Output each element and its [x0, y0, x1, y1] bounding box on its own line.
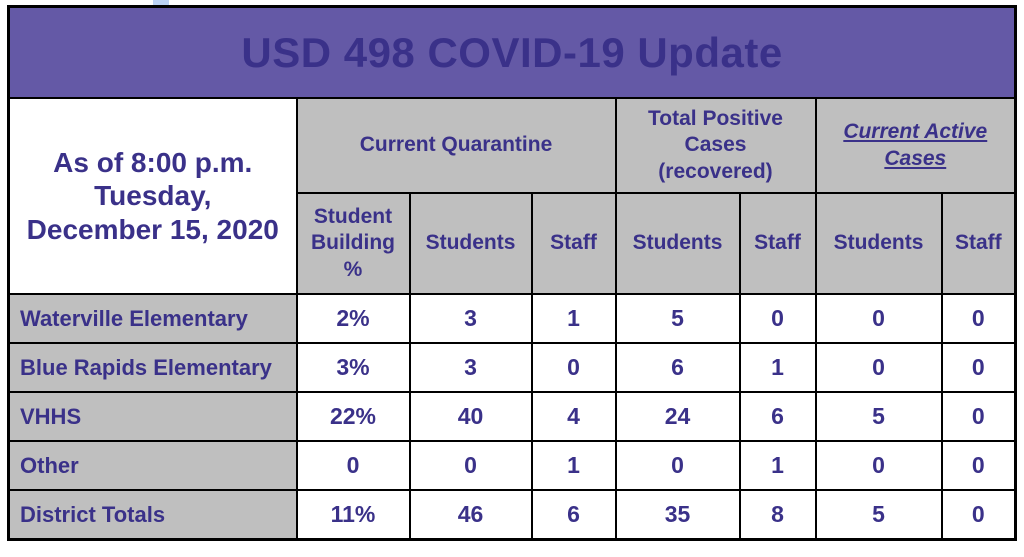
col-header-active-students: Students: [814, 192, 943, 295]
sub-header-row: Student Building % Students Staff Studen…: [9, 192, 1017, 295]
group-header-current-quarantine: Current Quarantine: [295, 97, 617, 194]
table-cell: 0: [940, 440, 1017, 491]
row-label: Blue Rapids Elementary: [7, 342, 298, 393]
table-cell: 0: [940, 391, 1017, 442]
table-cell: 0: [814, 342, 943, 393]
group-header-total-positive-cases: Total Positive Cases (recovered): [614, 97, 817, 194]
table-cell: 5: [814, 391, 943, 442]
col-header-positive-staff: Staff: [738, 192, 817, 295]
table-cell: 4: [530, 391, 617, 442]
table-cell: 6: [738, 391, 817, 442]
table-cell: 0: [738, 293, 817, 344]
row-label: VHHS: [7, 391, 298, 442]
banner-row: USD 498 COVID-19 Update: [7, 5, 1017, 99]
date-header: As of 8:00 p.m. Tuesday, December 15, 20…: [7, 97, 298, 295]
table-cell: 5: [814, 489, 943, 541]
table-cell: 40: [408, 391, 533, 442]
group-header-current-active-cases: Current Active Cases: [814, 97, 1017, 194]
row-label: Waterville Elementary: [7, 293, 298, 344]
col-header-quarantine-staff: Staff: [530, 192, 617, 295]
table-cell: 1: [738, 440, 817, 491]
col-header-active-staff: Staff: [940, 192, 1017, 295]
table-cell: 2%: [295, 293, 411, 344]
table-cell: 11%: [295, 489, 411, 541]
table-cell: 0: [940, 293, 1017, 344]
table-row-waterville: Waterville Elementary 2% 3 1 5 0 0 0: [7, 293, 1017, 344]
table-cell: 1: [530, 440, 617, 491]
row-label: Other: [7, 440, 298, 491]
table-cell: 1: [530, 293, 617, 344]
table-cell: 3: [408, 293, 533, 344]
table-row-vhhs: VHHS 22% 40 4 24 6 5 0: [7, 391, 1017, 442]
table-cell: 0: [940, 342, 1017, 393]
table-cell: 3%: [295, 342, 411, 393]
table-cell: 1: [738, 342, 817, 393]
table-row-other: Other 0 0 1 0 1 0 0: [7, 440, 1017, 491]
col-header-positive-students: Students: [614, 192, 741, 295]
page-title: USD 498 COVID-19 Update: [7, 5, 1017, 99]
table-cell: 0: [814, 440, 943, 491]
group-header-row: As of 8:00 p.m. Tuesday, December 15, 20…: [7, 97, 1017, 295]
table-cell: 0: [940, 489, 1017, 541]
table-cell: 35: [614, 489, 741, 541]
table-cell: 0: [530, 342, 617, 393]
table-cell: 0: [408, 440, 533, 491]
table-cell: 46: [408, 489, 533, 541]
col-header-student-building-pct: Student Building %: [295, 192, 411, 295]
table-cell: 24: [614, 391, 741, 442]
table-cell: 3: [408, 342, 533, 393]
table-cell: 22%: [295, 391, 411, 442]
table-cell: 0: [614, 440, 741, 491]
browser-tab-fragment: [153, 0, 169, 7]
table-cell: 6: [614, 342, 741, 393]
covid-update-table: USD 498 COVID-19 Update As of 8:00 p.m. …: [7, 5, 1018, 541]
table-cell: 5: [614, 293, 741, 344]
table-cell: 0: [814, 293, 943, 344]
table-row-district-totals: District Totals 11% 46 6 35 8 5 0: [7, 489, 1017, 541]
col-header-quarantine-students: Students: [408, 192, 533, 295]
table-cell: 6: [530, 489, 617, 541]
current-active-cases-label: Current Active Cases: [843, 120, 988, 170]
table-row-blue-rapids: Blue Rapids Elementary 3% 3 0 6 1 0 0: [7, 342, 1017, 393]
table-cell: 8: [738, 489, 817, 541]
table-cell: 0: [295, 440, 411, 491]
row-label: District Totals: [7, 489, 298, 541]
